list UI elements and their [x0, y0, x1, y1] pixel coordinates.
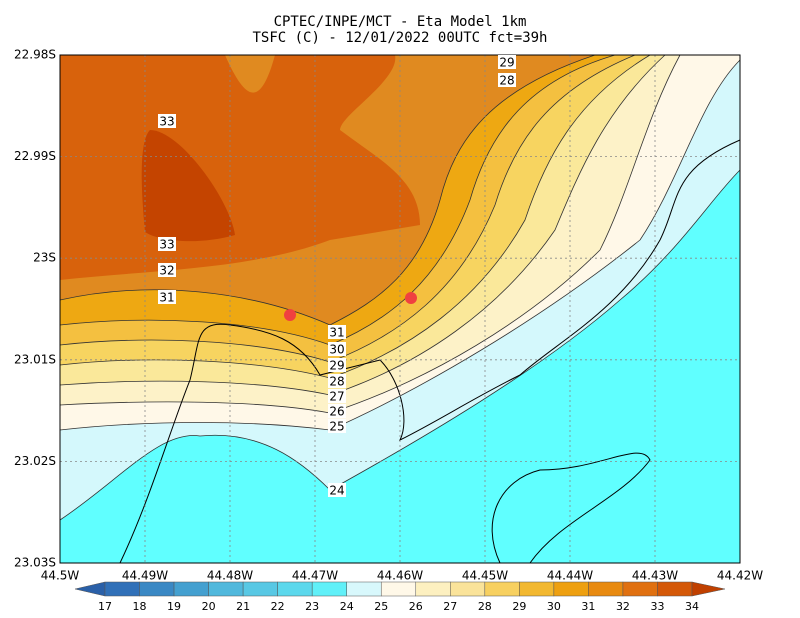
contour-label: 29: [329, 359, 344, 373]
colorbar-label: 21: [236, 600, 250, 613]
contour-label: 33: [159, 115, 174, 129]
contour-label-box: [328, 483, 346, 497]
contour-label: 33: [159, 238, 174, 252]
contour-label-box: [328, 325, 346, 339]
station: [405, 292, 417, 304]
contour-label-box: [328, 358, 346, 372]
contour-label: 28: [499, 74, 514, 88]
colorbar-box: [311, 581, 347, 597]
contour-label-box: [158, 290, 176, 304]
colorbar-arrow: [691, 581, 726, 597]
lon-tick-label: 44.43W: [632, 569, 678, 583]
colorbar-box: [657, 581, 693, 597]
lon-tick-label: 44.48W: [207, 569, 253, 583]
lon-tick-label: 44.5W: [41, 569, 80, 583]
lon-tick-label: 44.42W: [717, 569, 763, 583]
colorbar-label: 24: [340, 600, 354, 613]
colorbar-label: 30: [547, 600, 561, 613]
colorbar-arrow: [74, 581, 106, 597]
colorbar-label: 27: [443, 600, 457, 613]
colorbar-box: [622, 581, 658, 597]
colorbar-label: 17: [98, 600, 112, 613]
lon-tick-label: 44.46W: [377, 569, 423, 583]
colorbar-label: 26: [409, 600, 423, 613]
grid: [60, 55, 740, 563]
contour-label: 28: [329, 375, 344, 389]
title: CPTEC/INPE/MCT - Eta Model 1km: [274, 14, 527, 30]
contour-label-box: [328, 419, 346, 433]
contour-label: 30: [329, 343, 344, 357]
contour-label-box: [158, 263, 176, 277]
contour-label-box: [328, 342, 346, 356]
colorbar-label: 18: [133, 600, 147, 613]
lon-tick-label: 44.47W: [292, 569, 338, 583]
band-24: [59, 169, 741, 564]
colorbar-box: [242, 581, 278, 597]
colorbar-box: [519, 581, 555, 597]
contour-label-box: [498, 55, 516, 69]
colorbar-box: [346, 581, 382, 597]
colorbar-box: [553, 581, 589, 597]
lon-tick-label: 44.45W: [462, 569, 508, 583]
contour-label-box: [328, 404, 346, 418]
contour-label-box: [328, 374, 346, 388]
contour-label: 31: [159, 291, 174, 305]
lon-tick-label: 44.49W: [122, 569, 168, 583]
field-34: [141, 130, 235, 242]
contour-label: 27: [329, 390, 344, 404]
lat-tick-label: 22.99S: [14, 149, 56, 163]
colorbar-box: [208, 581, 244, 597]
contour-label: 24: [329, 484, 344, 498]
contour-label: 25: [329, 420, 344, 434]
coastline: [119, 139, 741, 564]
contour-label-box: [158, 237, 176, 251]
plot-frame: [59, 54, 741, 564]
colorbar-box: [484, 581, 520, 597]
colorbar-label: 25: [374, 600, 388, 613]
contour-label-box: [328, 389, 346, 403]
subtitle: TSFC (C) - 12/01/2022 00UTC fct=39h: [252, 30, 547, 46]
lat-tick-label: 23.03S: [14, 556, 56, 570]
colorbar-label: 19: [167, 600, 181, 613]
contour-label: 31: [329, 326, 344, 340]
colorbar-label: 29: [512, 600, 526, 613]
contour-label: 26: [329, 405, 344, 419]
contour-label-box: [498, 73, 516, 87]
island: [491, 452, 651, 564]
lon-tick-label: 44.44W: [547, 569, 593, 583]
lat-tick-label: 23.01S: [14, 352, 56, 366]
colorbar-box: [380, 581, 417, 597]
colorbar-label: 34: [685, 600, 699, 613]
colorbar-label: 31: [581, 600, 595, 613]
colorbar-label: 33: [650, 600, 664, 613]
colorbar-box: [450, 581, 486, 597]
colorbar-label: 28: [478, 600, 492, 613]
lat-tick-label: 22.98S: [14, 48, 56, 62]
contour-label: 32: [159, 264, 174, 278]
lat-tick-label: 23.02S: [14, 454, 56, 468]
colorbar-label: 20: [202, 600, 216, 613]
colorbar-box: [277, 581, 313, 597]
colorbar-label: 23: [305, 600, 319, 613]
lat-tick-label: 23S: [33, 251, 56, 265]
contour-label-box: [158, 114, 176, 128]
colorbar-label: 32: [616, 600, 630, 613]
colorbar-box: [415, 581, 451, 597]
colorbar-label: 22: [271, 600, 285, 613]
colorbar-box: [104, 581, 140, 597]
colorbar-box: [139, 581, 175, 597]
station: [284, 309, 296, 321]
colorbar-box: [588, 581, 624, 597]
contour-label: 29: [499, 56, 514, 70]
colorbar-box: [173, 581, 209, 597]
